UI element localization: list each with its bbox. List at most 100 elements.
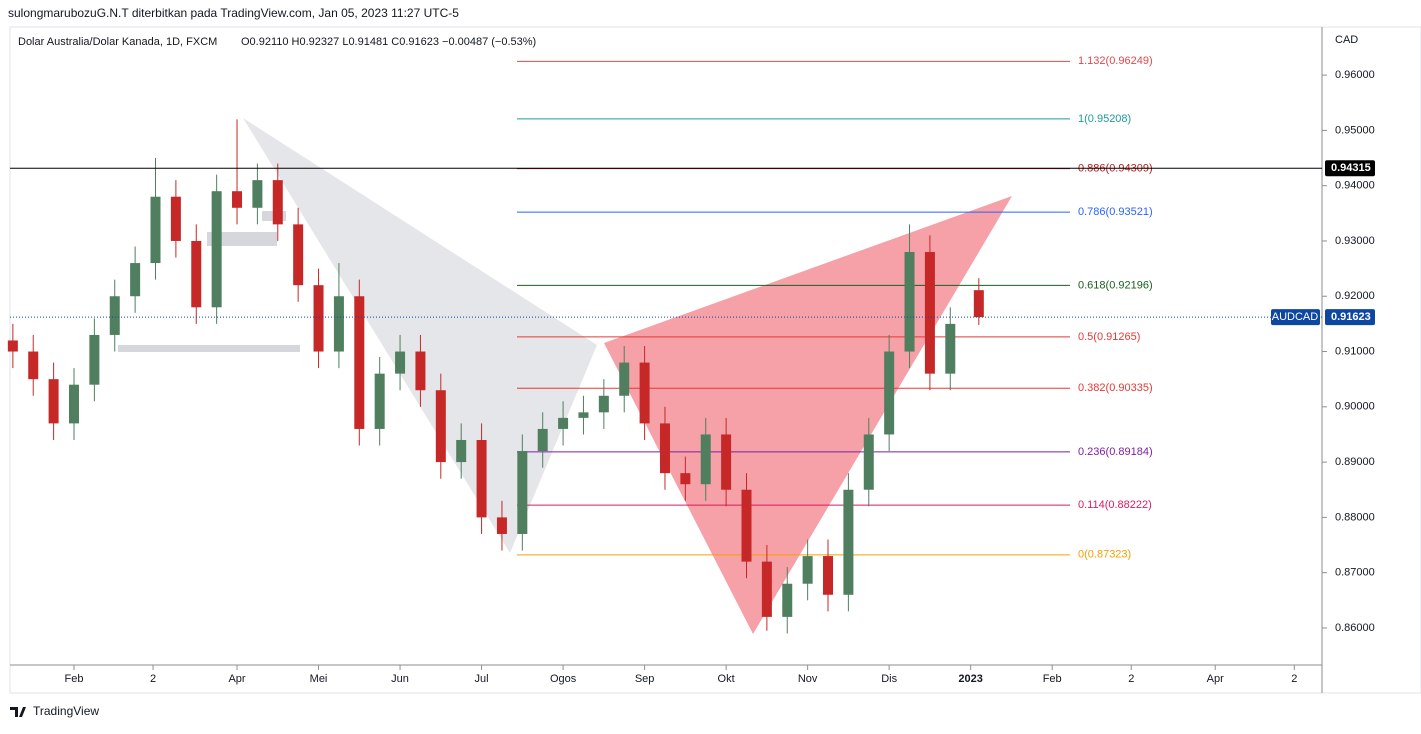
candle-body — [150, 196, 161, 264]
candle-body — [293, 224, 304, 286]
fib-label: 0.786(0.93521) — [1078, 206, 1153, 218]
candle-body — [700, 434, 711, 485]
x-tick-label: Sep — [635, 673, 655, 685]
y-tick-label: 0.87000 — [1335, 567, 1375, 579]
fib-label: 1(0.95208) — [1078, 113, 1131, 125]
y-tick-label: 0.93000 — [1335, 235, 1375, 247]
currency: CAD — [1335, 34, 1358, 46]
candle-body — [619, 362, 630, 396]
candle-body — [7, 340, 18, 352]
x-tick-label: Okt — [718, 673, 735, 685]
x-tick-label: Jun — [391, 673, 409, 685]
candle-body — [517, 451, 528, 534]
x-tick-label: 2 — [1291, 673, 1297, 685]
x-tick-label: Mei — [310, 673, 328, 685]
x-tick-label: Dis — [881, 673, 897, 685]
candle-body — [823, 556, 834, 595]
candle-body — [191, 240, 202, 308]
candle-body — [884, 351, 895, 435]
candle-body — [374, 373, 385, 429]
candle-body — [89, 334, 100, 385]
x-tick-label: Feb — [65, 673, 84, 685]
candle-body — [272, 180, 283, 225]
y-tick-label: 0.92000 — [1335, 290, 1375, 302]
fib-label: 1.132(0.96249) — [1078, 55, 1153, 67]
y-tick-label: 0.89000 — [1335, 456, 1375, 468]
candle-body — [945, 323, 956, 374]
y-tick-label: 0.88000 — [1335, 511, 1375, 523]
candle-body — [721, 434, 732, 490]
candle-body — [496, 517, 507, 534]
candle-body — [863, 434, 874, 490]
candle-body — [456, 439, 467, 463]
candle-body — [415, 351, 426, 391]
candle-body — [48, 379, 59, 424]
candle-body — [130, 263, 141, 297]
candle-body — [558, 417, 569, 429]
x-tick-label: 2 — [150, 673, 156, 685]
candle-body — [170, 196, 181, 241]
fib-label: 0.618(0.92196) — [1078, 279, 1153, 291]
x-tick-label: Apr — [228, 673, 245, 685]
candle-body — [843, 489, 854, 595]
x-tick-label: Jul — [475, 673, 489, 685]
fib-label: 0.114(0.88222) — [1078, 499, 1152, 511]
candle-body — [741, 489, 752, 562]
y-tick-label: 0.90000 — [1335, 401, 1375, 413]
candle-body — [313, 285, 324, 352]
candle-body — [802, 556, 813, 584]
fib-label: 0.236(0.89184) — [1078, 446, 1153, 458]
fib-label: 0.382(0.90335) — [1078, 382, 1153, 394]
candle-body — [598, 395, 609, 413]
publisher: sulongmarubozuG.N.T diterbitkan pada Tra… — [8, 6, 459, 20]
symbol-badge — [1271, 309, 1320, 326]
price-badge-label: 0.94315 — [1331, 162, 1371, 174]
ohlc-legend: O0.92110 H0.92327 L0.91481 C0.91623 −0.0… — [241, 36, 536, 48]
candle-body — [28, 351, 39, 380]
price-badge-label: 0.91623 — [1331, 311, 1371, 323]
price-badge — [1325, 309, 1375, 326]
candle-body — [476, 439, 487, 518]
candle-body — [354, 296, 365, 429]
frame — [9, 26, 1421, 694]
x-tick-label: Apr — [1207, 673, 1224, 685]
candle-body — [578, 412, 589, 418]
candle-body — [639, 362, 650, 424]
x-tick-label: Nov — [798, 673, 818, 685]
x-tick-label: 2 — [1128, 673, 1134, 685]
fib-label: 0.5(0.91265) — [1078, 331, 1140, 343]
candle-body — [211, 191, 222, 308]
fib-label: 0(0.87323) — [1078, 549, 1131, 561]
candle-body — [252, 180, 263, 208]
brand-logo: TradingView — [10, 704, 99, 718]
candle-body — [435, 390, 446, 463]
candle-body — [232, 191, 243, 208]
y-tick-label: 0.96000 — [1335, 69, 1375, 81]
candle-body — [68, 384, 79, 424]
candle-body — [904, 252, 915, 352]
candle-body — [973, 290, 984, 318]
candle-body — [761, 561, 772, 617]
candle-body — [109, 296, 120, 335]
y-tick-label: 0.94000 — [1335, 180, 1375, 192]
price-badge — [1325, 160, 1375, 177]
x-tick-label: Feb — [1043, 673, 1062, 685]
candle-body — [537, 428, 548, 452]
symbol-title: Dolar Australia/Dolar Kanada, 1D, FXCM — [18, 36, 217, 48]
candle-body — [782, 583, 793, 617]
zone — [207, 232, 277, 246]
y-tick-label: 0.91000 — [1335, 345, 1375, 357]
x-tick-label: 2023 — [958, 673, 982, 685]
candle-body — [395, 351, 406, 374]
y-tick-label: 0.86000 — [1335, 622, 1375, 634]
candle-body — [659, 423, 670, 474]
zone — [118, 345, 300, 352]
x-tick-label: Ogos — [550, 673, 577, 685]
symbol-badge-label: AUDCAD — [1272, 311, 1319, 323]
candle-body — [333, 296, 344, 352]
candle-body — [924, 252, 935, 374]
y-tick-label: 0.95000 — [1335, 124, 1375, 136]
candle-body — [680, 473, 691, 485]
brand: TradingView — [33, 704, 99, 718]
